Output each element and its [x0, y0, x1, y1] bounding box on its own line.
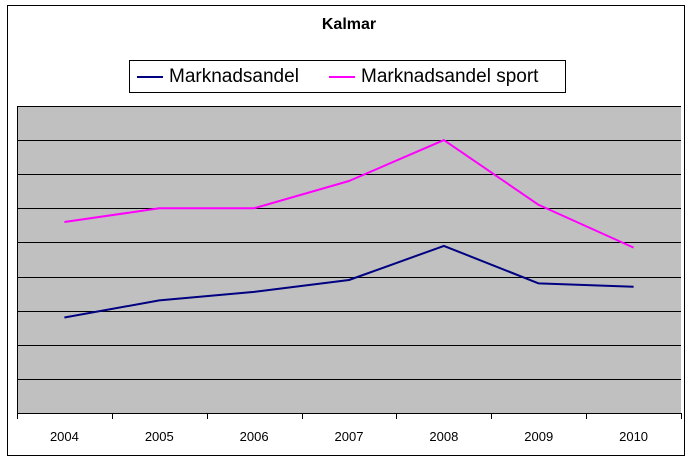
x-tick-label: 2010 — [619, 429, 648, 444]
x-tick-label: 2006 — [240, 429, 269, 444]
series-line-1 — [64, 244, 634, 319]
plot-background — [17, 106, 681, 413]
x-tick-label: 2004 — [50, 429, 79, 444]
x-tick-label: 2007 — [335, 429, 364, 444]
series-line-2 — [64, 139, 635, 249]
x-tick-label: 2005 — [145, 429, 174, 444]
legend-swatch-series-2 — [329, 76, 355, 78]
legend-label-series-1: Marknadsandel — [169, 66, 299, 87]
legend-swatch-series-1 — [137, 76, 163, 78]
legend-label-series-2: Marknadsandel sport — [361, 66, 539, 87]
chart-title: Kalmar — [321, 16, 377, 33]
x-tick-label: 2009 — [524, 429, 553, 444]
legend: Marknadsandel Marknadsandel sport — [129, 60, 566, 93]
x-tick-label: 2008 — [429, 429, 458, 444]
legend-item-series-1: Marknadsandel — [137, 66, 299, 88]
legend-item-series-2: Marknadsandel sport — [329, 66, 538, 88]
